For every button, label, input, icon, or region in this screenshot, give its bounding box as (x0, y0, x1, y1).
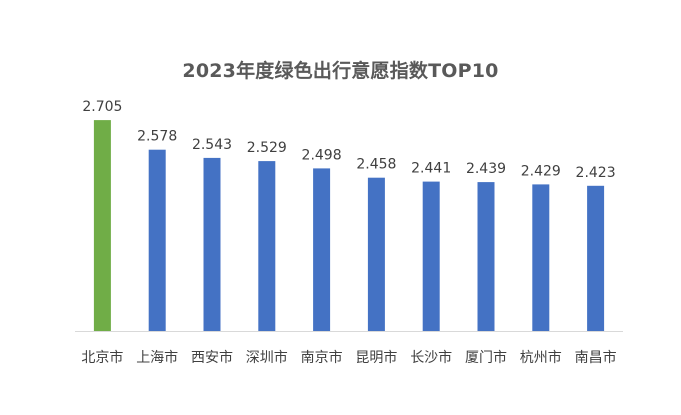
data-label-6: 2.458 (356, 157, 396, 173)
category-label-9: 杭州市 (520, 349, 562, 366)
category-label-1: 北京市 (81, 349, 123, 366)
data-label-7: 2.441 (411, 161, 451, 177)
bar-4 (258, 161, 276, 331)
category-label-8: 厦门市 (465, 349, 507, 366)
category-label-6: 昆明市 (355, 349, 397, 366)
category-label-2: 上海市 (136, 349, 178, 366)
bar-10 (587, 185, 605, 331)
data-label-5: 2.498 (302, 147, 342, 163)
bar-9 (532, 184, 550, 331)
category-label-3: 西安市 (191, 349, 233, 366)
bar-2 (148, 149, 166, 331)
bar-6 (367, 177, 385, 331)
data-label-8: 2.439 (466, 161, 506, 177)
data-label-3: 2.543 (192, 137, 232, 153)
category-label-4: 深圳市 (246, 349, 288, 366)
data-label-2: 2.578 (137, 129, 177, 145)
category-label-5: 南京市 (301, 349, 343, 366)
data-label-9: 2.429 (521, 163, 561, 179)
bar-3 (203, 157, 221, 331)
bar-1 (93, 120, 111, 331)
category-label-10: 南昌市 (575, 349, 617, 366)
data-label-10: 2.423 (576, 165, 616, 181)
bar-8 (477, 182, 495, 331)
bar-7 (422, 181, 440, 331)
chart-title: 2023年度绿色出行意愿指数TOP10 (182, 60, 499, 82)
data-label-4: 2.529 (247, 140, 287, 156)
data-label-1: 2.705 (82, 99, 122, 115)
bar-5 (313, 168, 331, 331)
category-label-7: 长沙市 (410, 349, 452, 366)
